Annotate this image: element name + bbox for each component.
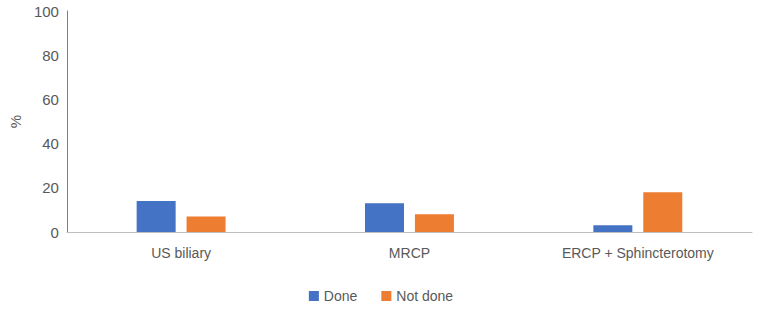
svg-text:40: 40 (42, 135, 59, 152)
svg-text:MRCP: MRCP (389, 245, 430, 261)
svg-text:80: 80 (42, 47, 59, 64)
svg-text:US biliary: US biliary (151, 245, 211, 261)
svg-text:20: 20 (42, 179, 59, 196)
svg-text:60: 60 (42, 91, 59, 108)
svg-text:0: 0 (51, 224, 59, 241)
svg-text:%: % (7, 115, 24, 128)
svg-text:Done: Done (324, 288, 358, 304)
svg-text:100: 100 (34, 3, 59, 20)
svg-text:Not done: Not done (396, 288, 453, 304)
svg-text:ERCP + Sphincterotomy: ERCP + Sphincterotomy (562, 245, 714, 261)
